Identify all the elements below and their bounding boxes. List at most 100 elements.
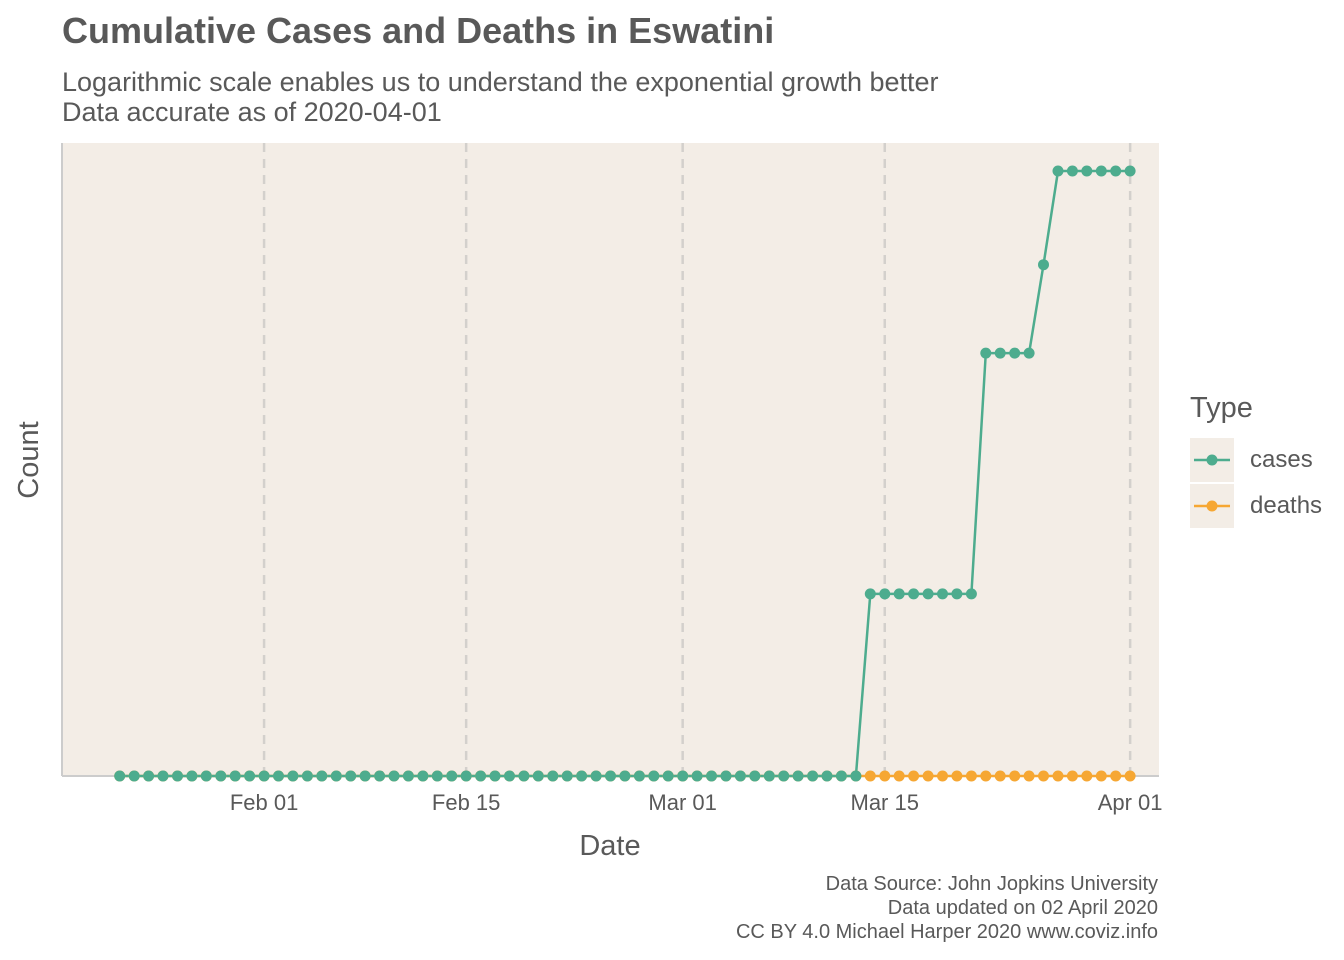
legend-label-cases: cases (1250, 446, 1313, 473)
data-point-cases-28 (518, 770, 530, 782)
data-point-cases-52 (864, 588, 876, 600)
data-point-cases-41 (706, 770, 717, 782)
data-point-cases-39 (677, 770, 689, 782)
data-point-deaths-61 (994, 770, 1006, 782)
data-point-cases-3 (157, 770, 169, 782)
data-point-deaths-70 (1124, 770, 1136, 782)
data-point-deaths-54 (893, 770, 905, 782)
x-tick-label-2: Mar 01 (648, 790, 716, 815)
data-point-cases-7 (215, 770, 227, 782)
data-point-cases-69 (1110, 165, 1122, 177)
data-point-cases-64 (1038, 259, 1049, 271)
data-point-cases-65 (1052, 165, 1064, 177)
data-point-cases-49 (821, 770, 833, 782)
data-point-cases-1 (128, 770, 140, 782)
data-point-cases-56 (922, 588, 934, 600)
data-point-deaths-55 (908, 770, 920, 782)
data-point-cases-60 (980, 347, 992, 359)
data-point-cases-36 (633, 770, 645, 782)
caption-data-updated: Data updated on 02 April 2020 (887, 897, 1158, 919)
data-point-cases-53 (879, 588, 891, 600)
data-point-deaths-67 (1081, 770, 1093, 782)
data-point-deaths-65 (1052, 770, 1064, 782)
data-point-cases-61 (994, 347, 1006, 359)
data-point-cases-27 (504, 770, 515, 782)
data-point-cases-2 (143, 770, 155, 782)
chart-subtitle-line-2: Data accurate as of 2020-04-01 (62, 97, 442, 127)
data-point-cases-21 (417, 770, 429, 782)
chart-title: Cumulative Cases and Deaths in Eswatini (62, 10, 775, 51)
data-point-cases-20 (402, 770, 414, 782)
data-point-cases-15 (330, 770, 342, 782)
chart-subtitle-line-1: Logarithmic scale enables us to understa… (62, 67, 939, 97)
data-point-cases-18 (374, 770, 386, 782)
data-point-cases-31 (561, 770, 573, 782)
legend-key-deaths (1190, 484, 1234, 528)
data-point-cases-0 (114, 770, 126, 782)
data-point-deaths-64 (1038, 770, 1049, 782)
data-point-cases-44 (749, 770, 761, 782)
data-point-cases-40 (691, 770, 703, 782)
data-point-deaths-66 (1066, 770, 1078, 782)
data-point-deaths-69 (1110, 770, 1122, 782)
data-point-cases-19 (388, 770, 400, 782)
data-point-cases-34 (605, 770, 616, 782)
data-point-cases-4 (172, 770, 183, 782)
data-point-deaths-52 (864, 770, 876, 782)
data-point-cases-26 (489, 770, 501, 782)
x-tick-label-1: Feb 15 (432, 790, 501, 815)
data-point-deaths-56 (922, 770, 934, 782)
data-point-cases-59 (965, 588, 977, 600)
data-point-cases-14 (316, 770, 328, 782)
legend-title: Type (1190, 392, 1253, 424)
data-point-cases-35 (619, 770, 631, 782)
data-point-cases-17 (359, 770, 371, 782)
x-tick-labels: Feb 01 Feb 15 Mar 01 Mar 15 Apr 01 (230, 790, 1163, 815)
data-point-cases-37 (648, 770, 660, 782)
plot-panel (62, 143, 1159, 776)
data-point-cases-43 (734, 770, 746, 782)
data-point-cases-55 (908, 588, 920, 600)
data-point-cases-24 (460, 770, 472, 782)
data-point-cases-54 (893, 588, 905, 600)
data-point-cases-46 (778, 770, 790, 782)
legend-label-deaths: deaths (1250, 492, 1323, 519)
data-point-cases-8 (229, 770, 241, 782)
data-point-cases-42 (720, 770, 732, 782)
data-point-cases-5 (186, 770, 198, 782)
data-point-cases-22 (431, 770, 443, 782)
data-point-cases-11 (273, 770, 284, 782)
data-point-cases-23 (446, 770, 458, 782)
y-axis-label: Count (13, 421, 45, 498)
x-tick-label-0: Feb 01 (230, 790, 299, 815)
data-point-cases-6 (200, 770, 212, 782)
data-point-cases-32 (576, 770, 588, 782)
data-point-cases-29 (532, 770, 544, 782)
data-point-deaths-68 (1095, 770, 1107, 782)
data-point-cases-57 (937, 588, 948, 600)
caption-license: CC BY 4.0 Michael Harper 2020 www.coviz.… (735, 921, 1158, 943)
data-point-cases-66 (1066, 165, 1078, 177)
data-point-cases-70 (1124, 165, 1136, 177)
data-point-cases-50 (835, 770, 847, 782)
data-point-cases-48 (807, 770, 819, 782)
data-point-cases-67 (1081, 165, 1093, 177)
data-point-cases-12 (287, 770, 299, 782)
data-point-cases-58 (951, 588, 963, 600)
data-point-deaths-63 (1023, 770, 1035, 782)
data-point-cases-9 (244, 770, 256, 782)
series-marks (114, 165, 1136, 782)
data-point-cases-16 (345, 770, 357, 782)
data-point-cases-62 (1009, 347, 1021, 359)
legend-item-cases: cases (1190, 438, 1340, 482)
x-tick-label-3: Mar 15 (851, 790, 919, 815)
data-point-cases-47 (792, 770, 804, 782)
data-point-cases-30 (547, 770, 559, 782)
data-point-deaths-60 (980, 770, 992, 782)
legend-key-cases (1190, 438, 1234, 482)
data-point-deaths-57 (937, 770, 948, 782)
data-point-deaths-59 (965, 770, 977, 782)
data-point-deaths-62 (1009, 770, 1021, 782)
data-point-cases-38 (662, 770, 674, 782)
